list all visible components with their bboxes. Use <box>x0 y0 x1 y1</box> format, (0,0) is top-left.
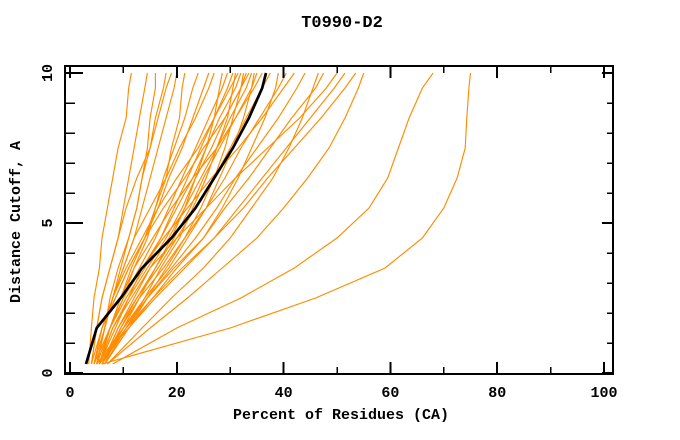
plot-frame <box>64 65 614 375</box>
model-curve <box>98 72 295 365</box>
model-curve <box>98 72 234 365</box>
model-curve <box>96 72 279 365</box>
y-tick-label: 10 <box>40 64 57 82</box>
model-curve <box>96 72 167 365</box>
model-curve <box>96 72 215 365</box>
y-axis-label: Distance Cutoff, A <box>8 141 25 303</box>
x-tick-label: 40 <box>275 385 293 402</box>
axis-tick-labels: 0 20 40 60 80 100 0 5 10 <box>40 64 618 402</box>
y-tick-label: 5 <box>40 218 57 227</box>
model-curve <box>98 72 338 365</box>
highlighted-model-curve <box>84 72 268 365</box>
x-tick-label: 80 <box>488 385 506 402</box>
model-curve <box>101 72 223 365</box>
x-axis-label: Percent of Residues (CA) <box>233 407 449 424</box>
model-curve <box>104 72 346 365</box>
model-curve <box>101 72 237 365</box>
model-curve <box>101 72 253 365</box>
model-curve <box>98 72 357 365</box>
model-curve <box>93 72 250 365</box>
model-curve <box>93 72 239 365</box>
x-tick-label: 100 <box>590 385 617 402</box>
x-tick-label: 0 <box>65 385 74 402</box>
model-curve <box>112 72 434 365</box>
model-curve <box>106 72 319 365</box>
plot-frame-rect <box>64 65 614 375</box>
y-tick-label: 0 <box>40 368 57 377</box>
model-curve <box>104 72 258 365</box>
model-curve <box>90 72 173 365</box>
model-curve <box>88 72 132 365</box>
model-curve <box>107 72 365 365</box>
model-curve <box>101 72 472 365</box>
model-curve <box>98 72 263 365</box>
model-curves-group <box>84 72 472 365</box>
model-curve <box>104 72 306 365</box>
x-tick-label: 60 <box>381 385 399 402</box>
x-tick-label: 20 <box>168 385 186 402</box>
model-curve <box>101 72 325 365</box>
axis-ticks <box>65 66 613 374</box>
chart-title: T0990-D2 <box>301 14 383 33</box>
model-curve <box>96 72 242 365</box>
